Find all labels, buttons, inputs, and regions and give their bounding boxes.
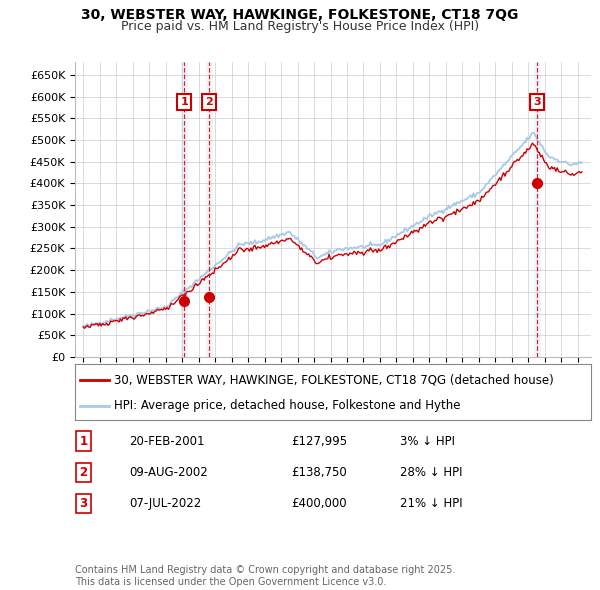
Text: 2: 2 <box>79 466 88 479</box>
Text: 30, WEBSTER WAY, HAWKINGE, FOLKESTONE, CT18 7QG: 30, WEBSTER WAY, HAWKINGE, FOLKESTONE, C… <box>82 8 518 22</box>
Bar <box>534 62 540 357</box>
Text: 07-JUL-2022: 07-JUL-2022 <box>129 497 202 510</box>
Text: Contains HM Land Registry data © Crown copyright and database right 2025.
This d: Contains HM Land Registry data © Crown c… <box>75 565 455 587</box>
Text: 21% ↓ HPI: 21% ↓ HPI <box>400 497 463 510</box>
Text: 2: 2 <box>205 97 212 107</box>
Bar <box>206 62 212 357</box>
Text: HPI: Average price, detached house, Folkestone and Hythe: HPI: Average price, detached house, Folk… <box>114 399 460 412</box>
Text: 3: 3 <box>79 497 88 510</box>
Text: 3: 3 <box>533 97 541 107</box>
Text: £400,000: £400,000 <box>292 497 347 510</box>
Text: 1: 1 <box>79 435 88 448</box>
Text: £138,750: £138,750 <box>292 466 347 479</box>
Text: 20-FEB-2001: 20-FEB-2001 <box>129 435 205 448</box>
Text: 3% ↓ HPI: 3% ↓ HPI <box>400 435 455 448</box>
Text: 28% ↓ HPI: 28% ↓ HPI <box>400 466 463 479</box>
Text: Price paid vs. HM Land Registry's House Price Index (HPI): Price paid vs. HM Land Registry's House … <box>121 20 479 33</box>
Text: £127,995: £127,995 <box>292 435 348 448</box>
Bar <box>181 62 187 357</box>
Text: 1: 1 <box>181 97 188 107</box>
Text: 30, WEBSTER WAY, HAWKINGE, FOLKESTONE, CT18 7QG (detached house): 30, WEBSTER WAY, HAWKINGE, FOLKESTONE, C… <box>114 373 553 386</box>
Text: 09-AUG-2002: 09-AUG-2002 <box>129 466 208 479</box>
